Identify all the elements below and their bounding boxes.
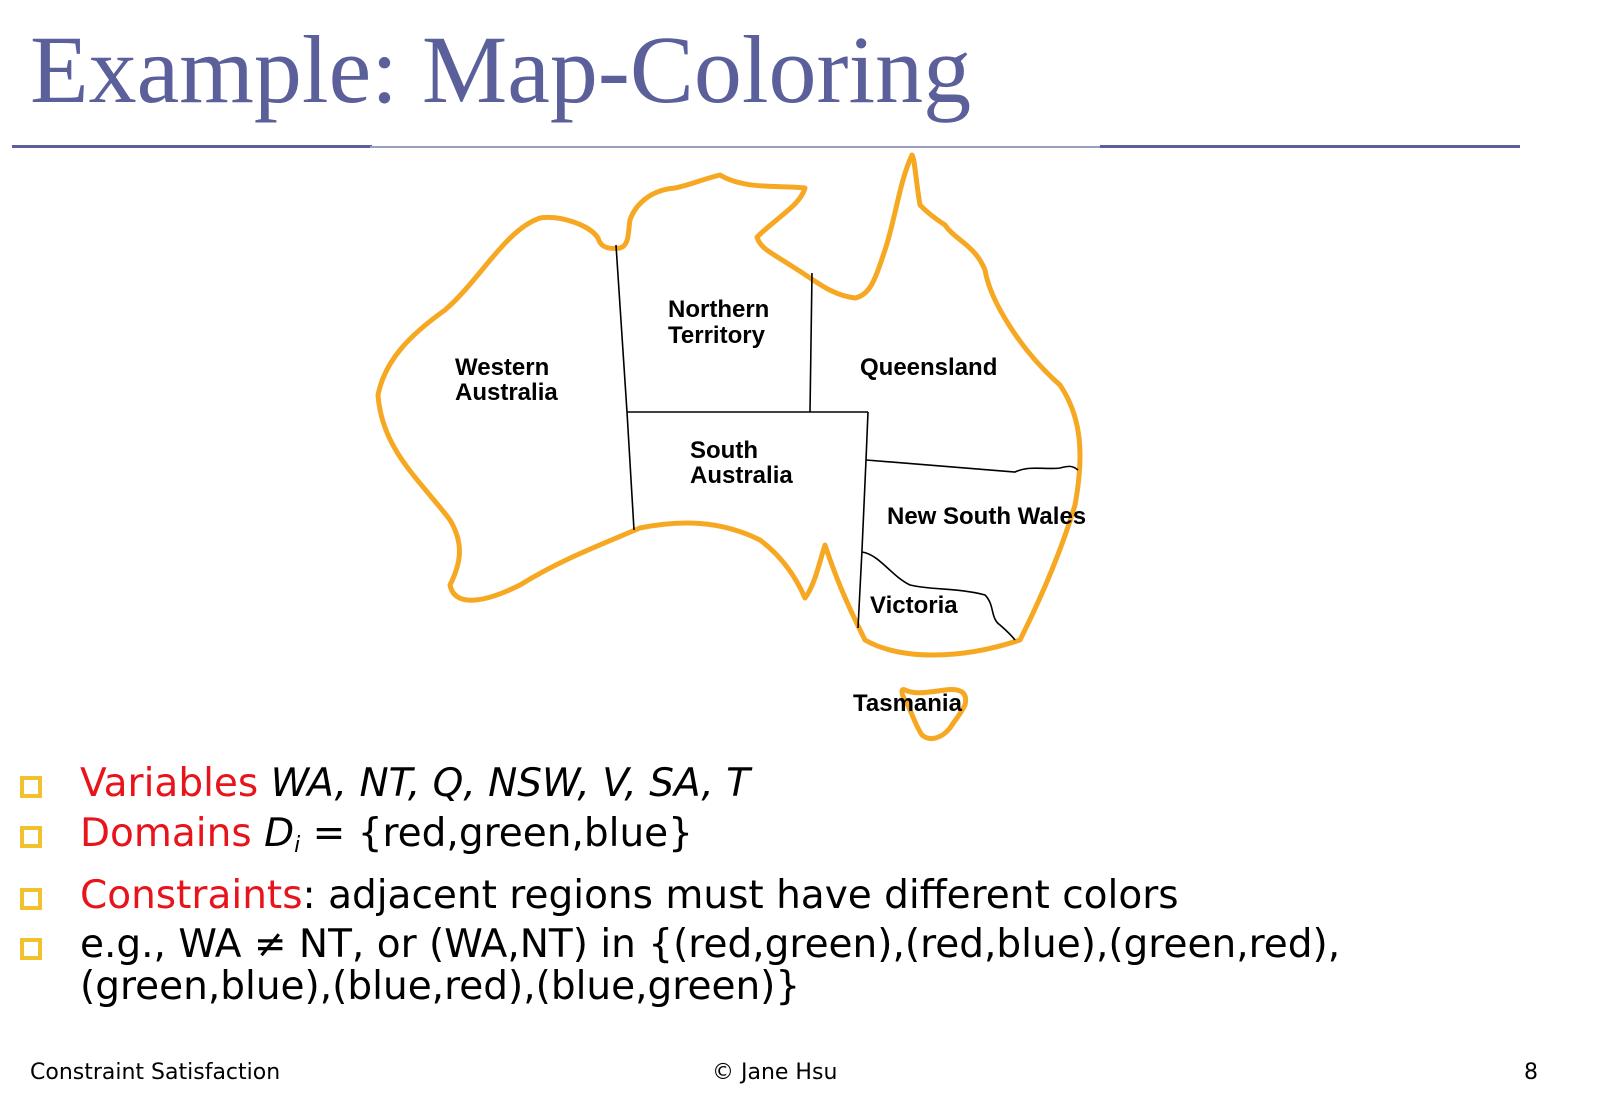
bullet-list: Variables WA, NT, Q, NSW, V, SA, T Domai… (20, 762, 1580, 1014)
tasmania-outline (899, 687, 969, 741)
label-sa-line1: South (690, 437, 758, 464)
domains-set: = {red,green,blue} (300, 811, 693, 856)
domains-keyword: Domains (80, 811, 252, 856)
example-line2: (green,blue),(blue,red),(blue,green)} (80, 964, 801, 1009)
bullet-square-icon (20, 826, 42, 848)
title-underline-middle (370, 146, 1100, 148)
mainland-outline (375, 152, 1083, 658)
label-nt-line2: Territory (668, 322, 766, 349)
title-underline-right (1100, 145, 1520, 148)
constraints-text: : adjacent regions must have different c… (302, 873, 1179, 918)
label-queensland: Queensland (860, 354, 997, 381)
slide-title: Example: Map-Coloring (30, 16, 972, 123)
state-borders (615, 244, 1079, 641)
footer-course-title: Constraint Satisfaction (30, 1060, 281, 1085)
page-number: 8 (1524, 1060, 1538, 1085)
label-nt-line1: Northern (668, 296, 769, 323)
variables-keyword: Variables (80, 761, 259, 806)
label-nsw: New South Wales (887, 503, 1086, 530)
label-wa-line2: Australia (455, 379, 558, 406)
bullet-domains: Domains Di = {red,green,blue} (20, 812, 1580, 868)
bullet-example: e.g., WA ≠ NT, or (WA,NT) in {(red,green… (20, 924, 1580, 1008)
label-sa-line2: Australia (690, 462, 793, 489)
bullet-square-icon (20, 888, 42, 910)
label-victoria: Victoria (870, 592, 958, 619)
domains-subscript: i (294, 833, 301, 858)
title-underline-left (12, 145, 372, 148)
bullet-square-icon (20, 938, 42, 960)
bullet-constraints: Constraints: adjacent regions must have … (20, 874, 1580, 918)
bullet-variables: Variables WA, NT, Q, NSW, V, SA, T (20, 762, 1580, 806)
domains-symbol: D (264, 811, 295, 856)
bullet-square-icon (20, 776, 42, 798)
example-line1: e.g., WA ≠ NT, or (WA,NT) in {(red,green… (80, 922, 1341, 967)
label-wa-line1: Western (455, 354, 549, 381)
constraints-keyword: Constraints (80, 873, 303, 918)
footer-copyright: © Jane Hsu (712, 1060, 838, 1085)
label-tasmania: Tasmania (853, 690, 963, 717)
australia-map: Western Australia Northern Territory Que… (375, 152, 1086, 741)
variables-list: WA, NT, Q, NSW, V, SA, T (270, 761, 750, 806)
